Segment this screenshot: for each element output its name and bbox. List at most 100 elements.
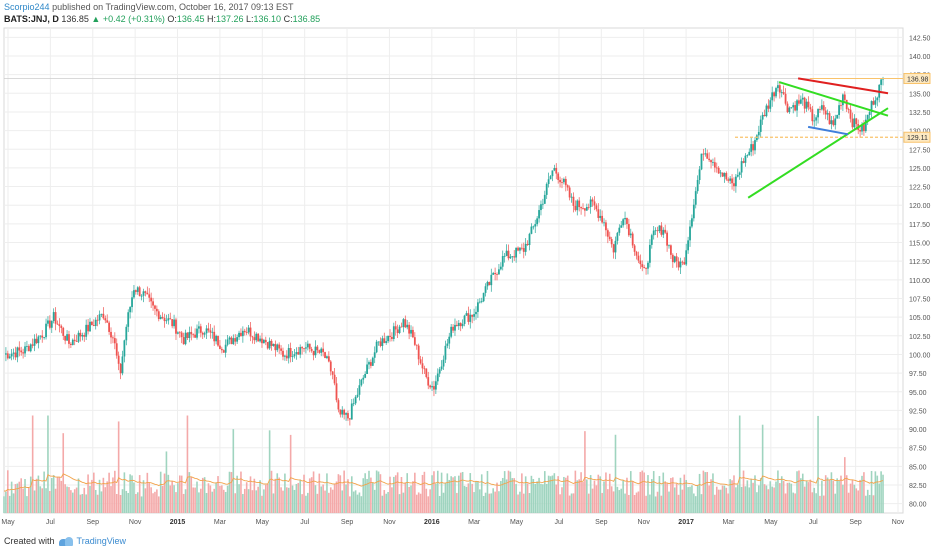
candle — [803, 96, 806, 114]
candle-body — [186, 332, 189, 338]
candle — [712, 158, 714, 166]
volume-bar — [140, 496, 143, 513]
candle-body — [754, 140, 756, 151]
candle — [813, 114, 816, 128]
candle — [622, 218, 625, 228]
candle — [131, 291, 133, 313]
volume-bar — [360, 496, 363, 513]
candle — [475, 306, 477, 320]
x-tick-label: 2017 — [678, 519, 694, 526]
candle — [154, 304, 156, 315]
volume-bar — [299, 479, 301, 513]
candle — [666, 230, 668, 252]
candle-body — [580, 207, 582, 209]
candle-body — [723, 172, 726, 177]
y-tick-label: 92.50 — [909, 408, 927, 415]
volume-bar — [563, 476, 565, 513]
volume-bar — [773, 487, 775, 513]
volume-bar — [446, 473, 449, 513]
candle — [24, 342, 26, 357]
volume-bar — [94, 489, 97, 513]
trendline-green-1 — [747, 107, 889, 199]
candle — [8, 353, 11, 359]
candle-body — [656, 230, 659, 232]
volume-bar — [73, 489, 76, 513]
volume-bar — [599, 476, 602, 513]
candle-body — [503, 255, 506, 257]
volume-bar — [350, 476, 353, 513]
candle-body — [608, 236, 611, 240]
high-label: H: — [206, 14, 216, 24]
candle-body — [37, 336, 40, 344]
candle-body — [643, 267, 646, 269]
candle — [68, 330, 70, 349]
candle — [832, 115, 835, 127]
candle — [268, 337, 271, 350]
candle-body — [815, 117, 818, 121]
candle-body — [612, 244, 615, 253]
candle — [593, 196, 596, 211]
volume-bar — [565, 477, 567, 513]
candle — [876, 96, 879, 107]
volume-bar — [465, 486, 468, 513]
candle-body — [798, 100, 800, 104]
candle — [400, 322, 403, 328]
candle — [706, 149, 709, 159]
candle — [108, 320, 111, 335]
candle — [6, 350, 9, 360]
candle — [375, 339, 378, 354]
x-tick-label: May — [510, 519, 524, 526]
candle — [822, 101, 825, 115]
candle-body — [465, 313, 468, 316]
candle — [859, 125, 861, 138]
candle-body — [316, 346, 319, 351]
candle-body — [532, 226, 535, 228]
price-level-tag — [903, 73, 931, 85]
candle — [603, 218, 605, 227]
candle — [431, 381, 433, 391]
candle-body — [488, 281, 491, 286]
candle-body — [102, 313, 105, 319]
volume-bar — [66, 486, 68, 513]
candle — [746, 154, 749, 158]
volume-bar — [693, 493, 695, 513]
candle — [664, 224, 667, 234]
candle — [798, 94, 800, 106]
candle-body — [633, 245, 636, 252]
author-link[interactable]: Scorpio244 — [4, 2, 50, 12]
volume-bar — [605, 472, 607, 513]
candle-body — [505, 250, 508, 256]
volume-bar — [649, 494, 651, 513]
candle-body — [303, 348, 305, 350]
candle-body — [452, 326, 454, 331]
volume-bar — [175, 492, 177, 513]
volume-bar — [689, 486, 691, 513]
y-tick-label: 125.00 — [909, 166, 931, 173]
y-tick-label: 85.00 — [909, 464, 927, 471]
candle-body — [314, 346, 317, 356]
candle — [778, 82, 781, 99]
candle — [48, 315, 51, 330]
candle — [733, 177, 735, 192]
candle-body — [824, 110, 827, 115]
volume-bar — [328, 492, 330, 513]
volume-bar — [161, 485, 164, 513]
candle — [217, 335, 219, 347]
volume-bar — [243, 488, 246, 513]
tradingview-brand[interactable]: TradingView — [76, 536, 127, 546]
candle — [276, 343, 279, 353]
volume-bar — [618, 490, 621, 513]
candle — [807, 96, 810, 111]
volume-bar — [555, 484, 558, 513]
volume-bar — [102, 477, 105, 513]
candle — [33, 334, 36, 352]
candle-body — [308, 343, 311, 349]
candle — [219, 340, 221, 350]
volume-bar — [404, 482, 407, 513]
volume-bar — [817, 415, 819, 513]
volume-bar — [121, 489, 124, 513]
volume-bar — [836, 478, 838, 513]
volume-bar — [637, 491, 640, 513]
candle-body — [725, 172, 728, 180]
